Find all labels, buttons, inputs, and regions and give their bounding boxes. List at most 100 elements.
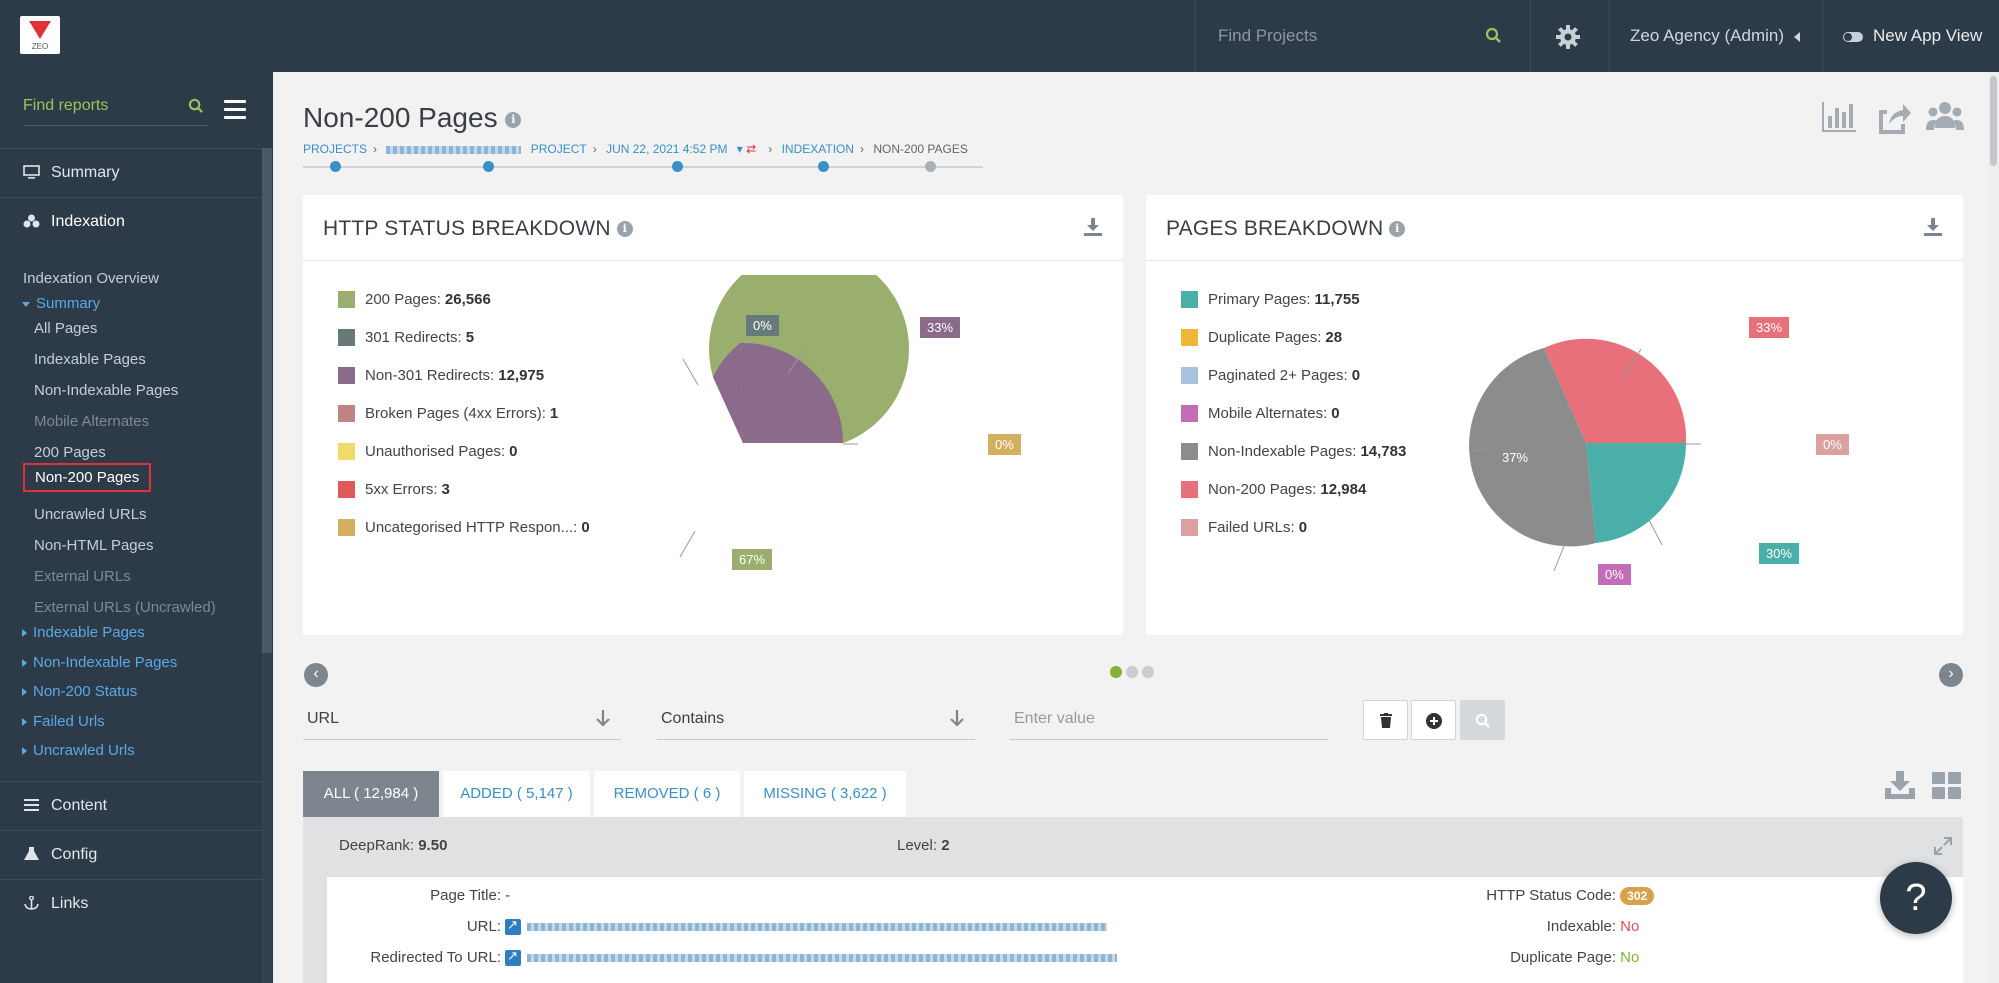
legend-item: Failed URLs: 0	[1181, 519, 1406, 557]
apply-filter-button[interactable]	[1460, 700, 1505, 740]
breadcrumb-projects[interactable]: PROJECTS	[303, 142, 368, 156]
search-icon[interactable]	[188, 98, 204, 114]
sidebar-group-non-indexable-pages[interactable]: Non-Indexable Pages	[22, 654, 177, 671]
add-filter-button[interactable]	[1411, 700, 1456, 740]
sidebar-group-failed-urls[interactable]: Failed Urls	[22, 713, 105, 730]
sidebar-item-200-pages[interactable]: 200 Pages	[34, 444, 106, 461]
breadcrumb-dot[interactable]	[330, 161, 341, 172]
share-icon[interactable]	[1875, 100, 1911, 134]
sidebar-group-indexable-pages[interactable]: Indexable Pages	[22, 624, 145, 641]
pie-label-other: 0%	[988, 434, 1021, 455]
info-icon[interactable]: i	[616, 221, 633, 238]
breadcrumb-date[interactable]: JUN 22, 2021 4:52 PM ▾ ⇄	[606, 142, 757, 156]
flask-icon	[24, 847, 39, 860]
download-icon[interactable]	[1923, 217, 1943, 237]
pie-label-primary: 30%	[1759, 543, 1800, 564]
legend-item: Paginated 2+ Pages: 0	[1181, 367, 1406, 405]
download-icon[interactable]	[1884, 770, 1916, 800]
find-projects-search[interactable]: Find Projects	[1195, 0, 1530, 72]
sidebar-section-summary[interactable]: Summary	[0, 148, 262, 196]
sidebar: Find reports Summary Indexation Indexati…	[0, 72, 273, 983]
url-field: URL:	[327, 917, 1108, 936]
sidebar-section-indexation[interactable]: Indexation	[0, 197, 262, 245]
sidebar-item-indexable-pages[interactable]: Indexable Pages	[34, 351, 146, 368]
info-icon[interactable]: i	[1389, 221, 1406, 238]
breadcrumb-dot[interactable]	[672, 161, 683, 172]
sidebar-item-external-urls-uncrawled[interactable]: External URLs (Uncrawled)	[34, 599, 216, 616]
new-app-view-toggle[interactable]: New App View	[1843, 26, 1982, 46]
download-icon[interactable]	[1083, 217, 1103, 237]
breadcrumb-dot[interactable]	[818, 161, 829, 172]
breadcrumb-dot[interactable]	[483, 161, 494, 172]
tab-removed[interactable]: REMOVED ( 6 )	[594, 771, 740, 817]
sidebar-item-non-indexable-pages[interactable]: Non-Indexable Pages	[34, 382, 179, 399]
pie-leader	[1648, 519, 1663, 546]
carousel-next-button[interactable]: ›	[1939, 663, 1963, 687]
sidebar-item-uncrawled-urls[interactable]: Uncrawled URLs	[34, 506, 147, 523]
blurred-url[interactable]	[527, 923, 1108, 932]
blurred-url[interactable]	[527, 954, 1118, 963]
cubes-icon	[23, 214, 40, 228]
pie-slice-non-301[interactable]	[740, 342, 843, 443]
carousel-prev-button[interactable]: ‹	[304, 663, 328, 687]
toggle-icon[interactable]	[1843, 31, 1863, 42]
sidebar-item-all-pages[interactable]: All Pages	[34, 320, 98, 337]
sidebar-scrollbar[interactable]	[262, 148, 272, 653]
delete-filter-button[interactable]	[1363, 700, 1408, 740]
sidebar-item-non-html-pages[interactable]: Non-HTML Pages	[34, 537, 154, 554]
top-bar: ZEO Find Projects Zeo Agency (Admin) New…	[0, 0, 1999, 72]
pages-breakdown-card: PAGES BREAKDOWN i Primary Pages: 11,755 D…	[1146, 195, 1963, 635]
plus-circle-icon	[1426, 713, 1442, 729]
sidebar-group-non-200-status[interactable]: Non-200 Status	[22, 683, 137, 700]
gear-icon[interactable]	[1555, 24, 1581, 50]
sidebar-item-non-200-pages[interactable]: Non-200 Pages	[23, 463, 152, 492]
search-icon[interactable]	[1485, 27, 1502, 44]
legend-item: Duplicate Pages: 28	[1181, 329, 1406, 367]
tab-all[interactable]: ALL ( 12,984 )	[303, 771, 439, 817]
find-reports-search[interactable]: Find reports	[23, 94, 208, 126]
blurred-project-name	[386, 145, 522, 154]
external-link-icon[interactable]	[505, 948, 522, 967]
sidebar-section-links[interactable]: Links	[0, 879, 262, 927]
info-icon[interactable]: i	[505, 111, 522, 128]
filter-value-input[interactable]: Enter value	[1010, 700, 1328, 740]
account-menu[interactable]: Zeo Agency (Admin)	[1630, 26, 1801, 46]
pie-slice-primary[interactable]	[1586, 443, 1687, 543]
pie-label-non-301: 33%	[920, 317, 961, 338]
carousel-dot[interactable]	[1110, 666, 1122, 678]
sidebar-item-external-urls[interactable]: External URLs	[34, 568, 131, 585]
breadcrumb-indexation[interactable]: INDEXATION	[781, 142, 855, 156]
expand-icon[interactable]	[1934, 837, 1952, 855]
sidebar-item-indexation-overview[interactable]: Indexation Overview	[23, 270, 159, 287]
http-status-breakdown-card: HTTP STATUS BREAKDOWN i 200 Pages: 26,566…	[303, 195, 1123, 635]
breadcrumb: PROJECTS › PROJECT › JUN 22, 2021 4:52 PM …	[303, 142, 968, 156]
grid-view-icon[interactable]	[1932, 772, 1962, 800]
legend-item: Broken Pages (4xx Errors): 1	[338, 405, 590, 443]
main-scrollbar[interactable]	[1988, 72, 1999, 983]
pages-breakdown-legend: Primary Pages: 11,755 Duplicate Pages: 28 …	[1181, 291, 1406, 557]
sidebar-item-mobile-alternates[interactable]: Mobile Alternates	[34, 413, 150, 430]
pie-leader	[1471, 448, 1488, 452]
sidebar-section-content[interactable]: Content	[0, 781, 262, 829]
bar-chart-icon[interactable]	[1820, 100, 1858, 134]
sidebar-group-summary[interactable]: Summary	[22, 295, 100, 312]
carousel-dot[interactable]	[1126, 666, 1138, 678]
filter-operator-select[interactable]: Contains	[657, 700, 975, 740]
sidebar-section-config[interactable]: Config	[0, 830, 262, 878]
filter-field-select[interactable]: URL	[303, 700, 621, 740]
help-button[interactable]: ?	[1880, 862, 1952, 934]
app-logo[interactable]: ZEO	[20, 16, 60, 54]
tab-missing[interactable]: MISSING ( 3,622 )	[744, 771, 906, 817]
duplicate-field: Duplicate Page: No	[1510, 949, 1640, 966]
pie-slice-non-301-b[interactable]	[713, 343, 743, 443]
sidebar-group-uncrawled-urls[interactable]: Uncrawled Urls	[22, 742, 135, 759]
carousel-dot[interactable]	[1142, 666, 1154, 678]
users-icon[interactable]	[1926, 100, 1964, 134]
find-projects-input[interactable]: Find Projects	[1218, 26, 1318, 45]
find-reports-input[interactable]: Find reports	[23, 97, 109, 114]
tab-added[interactable]: ADDED ( 5,147 )	[443, 771, 590, 817]
pie-slice-non-200[interactable]	[1544, 338, 1687, 443]
breadcrumb-project[interactable]: PROJECT	[530, 142, 587, 156]
hamburger-menu-icon[interactable]	[224, 100, 246, 124]
external-link-icon[interactable]	[505, 917, 522, 936]
